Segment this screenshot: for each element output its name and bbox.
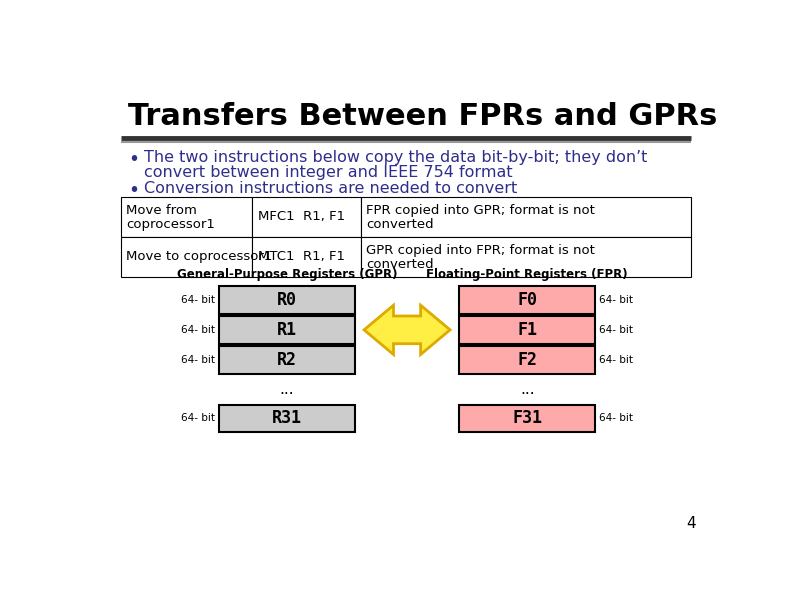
Text: ...: ... (280, 382, 295, 397)
Text: •: • (128, 181, 139, 200)
Text: The two instructions below copy the data bit-by-bit; they don’t: The two instructions below copy the data… (144, 150, 647, 165)
Bar (219, 346, 355, 374)
Text: 64- bit: 64- bit (599, 295, 633, 305)
Text: F2: F2 (517, 351, 537, 369)
Text: 64- bit: 64- bit (181, 355, 215, 365)
Text: coprocessor1: coprocessor1 (126, 218, 215, 231)
Bar (459, 316, 595, 344)
Text: F0: F0 (517, 291, 537, 309)
Text: •: • (128, 150, 139, 169)
Text: F1: F1 (517, 321, 537, 339)
Text: R31: R31 (272, 409, 302, 427)
Text: 64- bit: 64- bit (599, 325, 633, 335)
Text: converted: converted (367, 258, 434, 271)
Text: 64- bit: 64- bit (599, 355, 633, 365)
Bar (361, 196, 691, 237)
Text: General-Purpose Registers (GPR): General-Purpose Registers (GPR) (177, 267, 397, 280)
Bar (219, 405, 355, 432)
Text: MTC1  R1, F1: MTC1 R1, F1 (258, 250, 345, 263)
Text: 4: 4 (686, 516, 695, 531)
Text: 64- bit: 64- bit (181, 413, 215, 424)
Bar (120, 237, 253, 277)
Text: Transfers Between FPRs and GPRs: Transfers Between FPRs and GPRs (128, 102, 718, 131)
Bar (253, 237, 361, 277)
Text: 64- bit: 64- bit (599, 413, 633, 424)
Bar (459, 405, 595, 432)
Text: MFC1  R1, F1: MFC1 R1, F1 (258, 210, 345, 223)
Bar (459, 286, 595, 314)
Text: R0: R0 (277, 291, 297, 309)
Text: Move to coprocessor1: Move to coprocessor1 (126, 250, 272, 263)
Bar (219, 286, 355, 314)
Text: 64- bit: 64- bit (181, 295, 215, 305)
Text: R1: R1 (277, 321, 297, 339)
Polygon shape (364, 305, 450, 354)
Text: F31: F31 (512, 409, 543, 427)
Bar (219, 316, 355, 344)
Text: FPR copied into GPR; format is not: FPR copied into GPR; format is not (367, 204, 596, 217)
Bar (253, 196, 361, 237)
Text: Floating-Point Registers (FPR): Floating-Point Registers (FPR) (426, 267, 628, 280)
Text: convert between integer and IEEE 754 format: convert between integer and IEEE 754 for… (144, 165, 512, 180)
Bar (459, 346, 595, 374)
Text: ...: ... (520, 382, 535, 397)
Bar (120, 196, 253, 237)
Text: converted: converted (367, 218, 434, 231)
Text: 64- bit: 64- bit (181, 325, 215, 335)
Text: Conversion instructions are needed to convert: Conversion instructions are needed to co… (144, 181, 517, 196)
Text: Move from: Move from (126, 204, 197, 217)
Text: R2: R2 (277, 351, 297, 369)
Bar (361, 237, 691, 277)
Text: GPR copied into FPR; format is not: GPR copied into FPR; format is not (367, 244, 596, 257)
